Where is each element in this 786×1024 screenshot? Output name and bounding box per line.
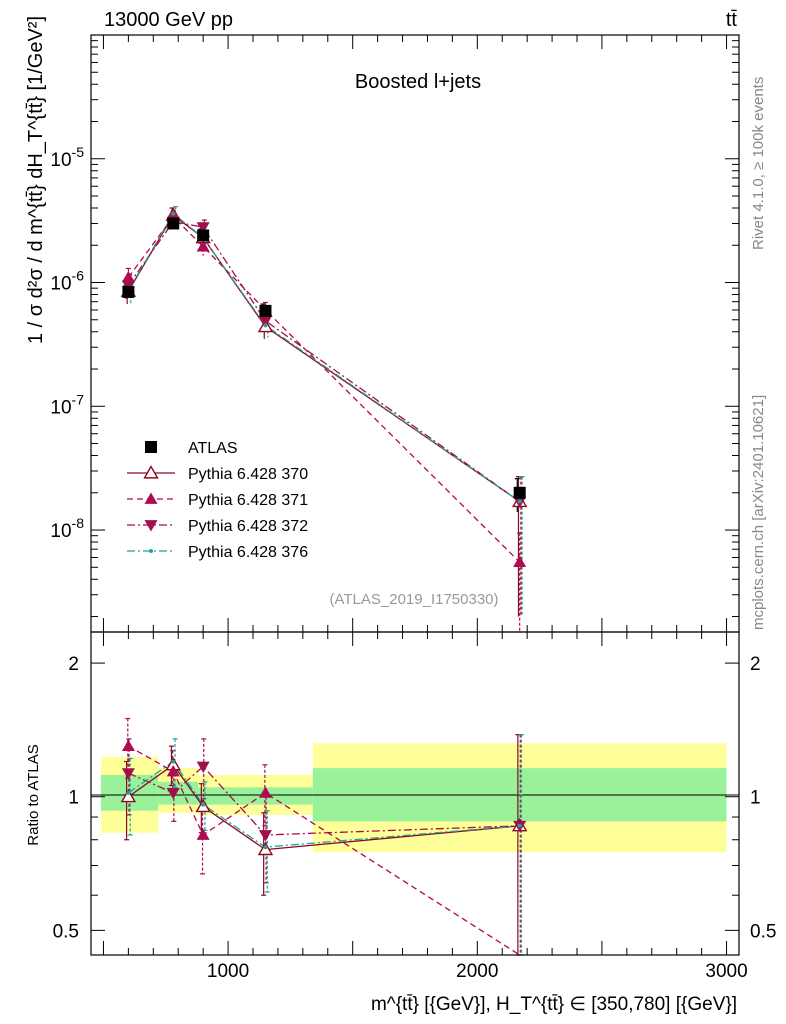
process-label: tt̄ xyxy=(726,9,738,31)
ratio-point-pythia-6-428-371 xyxy=(121,739,135,752)
main-point-atlas xyxy=(259,304,272,317)
x-tick-label: 2000 xyxy=(456,961,498,982)
ratio-y-tick-labels: 0.5 0.5 1 1 2 2 xyxy=(53,654,777,942)
main-line-pythia-6-428-376 xyxy=(127,212,521,503)
legend-label-pythia-6-428-376: Pythia 6.428 376 xyxy=(188,544,308,561)
legend-marker-pythia-6-428-376 xyxy=(149,549,153,553)
legend-marker-pythia-6-428-370 xyxy=(143,465,159,479)
main-point-pythia-6-428-371 xyxy=(196,240,210,252)
main-markers xyxy=(120,207,528,568)
ratio-line-pythia-6-428-372 xyxy=(128,765,520,836)
ratio-point-pythia-6-428-376 xyxy=(517,823,522,828)
ratio-y-tick-label-right: 1 xyxy=(750,788,761,809)
main-series-lines xyxy=(127,212,521,563)
ratio-panel: 0.5 0.5 1 1 2 2 1000 2000 3000 Ratio to ATLAS m… xyxy=(25,631,777,1015)
x-axis-label: m^{tt̄} [{GeV}], H_T^{tt̄} ∈ [350,780] [… xyxy=(371,994,737,1015)
legend: ATLAS Pythia 6.428 370 Pythia 6.428 371 Pyt… xyxy=(127,440,308,561)
main-error-bars xyxy=(123,206,525,632)
ratio-point-pythia-6-428-376 xyxy=(263,845,268,850)
main-point-atlas xyxy=(513,486,526,499)
ratio-y-label: Ratio to ATLAS xyxy=(25,744,42,845)
main-point-pythia-6-428-372 xyxy=(196,222,210,234)
ratio-point-pythia-6-428-376 xyxy=(126,790,131,795)
ratio-point-pythia-6-428-372 xyxy=(166,788,180,800)
x-tick-label: 1000 xyxy=(207,961,249,982)
main-point-atlas xyxy=(167,217,180,230)
legend-label-pythia-6-428-370: Pythia 6.428 370 xyxy=(188,466,308,483)
ratio-y-tick-label: 1 xyxy=(68,788,79,809)
main-point-pythia-6-428-376 xyxy=(171,211,176,216)
source-label-text: mcplots.cern.ch [arXiv:2401.10621] xyxy=(750,395,767,630)
ratio-y-tick-label: 2 xyxy=(68,654,79,675)
main-y-tick-labels: 10-8 10-7 10-6 10-5 xyxy=(50,144,84,542)
main-point-pythia-6-428-376 xyxy=(517,499,522,504)
main-line-pythia-6-428-372 xyxy=(127,220,521,503)
main-title: Boosted l+jets xyxy=(355,71,481,93)
main-axis-ticks xyxy=(91,35,739,632)
ratio-y-tick-label-right: 2 xyxy=(750,654,761,675)
main-y-tick-label: 10-6 xyxy=(50,268,84,295)
ratio-point-pythia-6-428-372 xyxy=(258,830,272,842)
analysis-label: (ATLAS_2019_I1750330) xyxy=(329,591,498,608)
ratio-markers xyxy=(120,739,528,856)
main-frame xyxy=(90,34,740,633)
legend-marker-pythia-6-428-371 xyxy=(144,492,158,504)
source-label: mcplots.cern.ch [arXiv:2401.10621] xyxy=(750,395,767,630)
ratio-point-pythia-6-428-371 xyxy=(258,786,272,798)
legend-label-pythia-6-428-372: Pythia 6.428 372 xyxy=(188,518,308,535)
x-tick-label: 3000 xyxy=(705,961,747,982)
main-point-pythia-6-428-371 xyxy=(121,270,135,283)
legend-marker-pythia-6-428-372 xyxy=(144,520,158,532)
ratio-point-pythia-6-428-376 xyxy=(201,802,206,807)
main-y-label-text: 1 / σ d²σ / d m^{tt̄} dH_T^{tt̄} [1/GeV²… xyxy=(25,16,47,344)
main-y-tick-label: 10-7 xyxy=(50,391,84,418)
main-point-atlas xyxy=(197,229,210,242)
x-tick-labels: 1000 2000 3000 xyxy=(207,961,748,982)
ratio-y-tick-label-right: 0.5 xyxy=(750,921,776,942)
main-y-tick-label: 10-5 xyxy=(50,144,84,171)
ratio-y-tick-label: 0.5 xyxy=(53,921,79,942)
ratio-stat-band xyxy=(198,787,313,805)
legend-label-pythia-6-428-371: Pythia 6.428 371 xyxy=(188,492,308,509)
ratio-point-pythia-6-428-372 xyxy=(196,761,210,773)
main-point-atlas xyxy=(122,285,135,298)
main-line-pythia-6-428-371 xyxy=(127,215,521,563)
ratio-point-pythia-6-428-370 xyxy=(120,788,137,803)
main-point-pythia-6-428-376 xyxy=(263,323,268,328)
ratio-y-label-text: Ratio to ATLAS xyxy=(25,744,42,845)
rivet-label: Rivet 4.1.0, ≥ 100k events xyxy=(750,77,767,250)
ratio-point-pythia-6-428-376 xyxy=(171,759,176,764)
main-point-pythia-6-428-372 xyxy=(258,315,272,328)
ratio-frame xyxy=(90,631,740,956)
ratio-point-pythia-6-428-372 xyxy=(121,768,135,780)
ratio-point-pythia-6-428-371 xyxy=(196,828,210,840)
main-line-pythia-6-428-370 xyxy=(127,214,521,503)
main-y-label: 1 / σ d²σ / d m^{tt̄} dH_T^{tt̄} [1/GeV²… xyxy=(25,16,47,344)
main-point-pythia-6-428-371 xyxy=(513,555,527,568)
main-y-tick-label: 10-8 xyxy=(50,515,84,542)
legend-marker-atlas xyxy=(145,441,157,453)
main-panel: Boosted l+jets (ATLAS_2019_I1750330) 10-… xyxy=(25,16,740,633)
ratio-axis-ticks xyxy=(91,632,739,955)
ratio-point-pythia-6-428-371 xyxy=(166,764,180,777)
legend-label-atlas: ATLAS xyxy=(188,440,238,457)
rivet-label-text: Rivet 4.1.0, ≥ 100k events xyxy=(750,77,767,250)
ratio-stat-band xyxy=(158,781,199,805)
energy-label: 13000 GeV pp xyxy=(104,9,233,31)
